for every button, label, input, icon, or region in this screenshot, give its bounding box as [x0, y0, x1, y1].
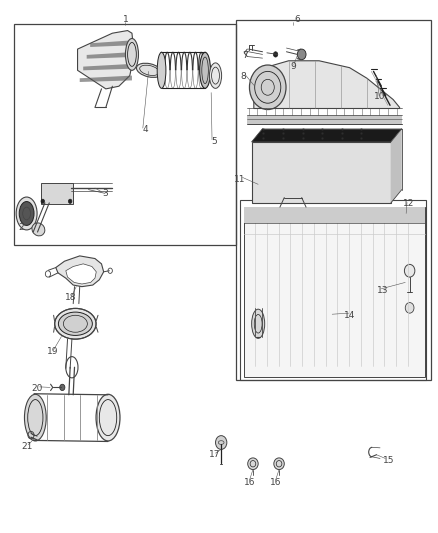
- Circle shape: [273, 52, 278, 57]
- Ellipse shape: [55, 309, 96, 339]
- Polygon shape: [252, 128, 402, 142]
- Circle shape: [297, 49, 306, 60]
- Ellipse shape: [19, 201, 34, 225]
- Text: 5: 5: [212, 138, 218, 147]
- Bar: [252, 142, 391, 203]
- Text: 16: 16: [244, 478, 255, 487]
- Polygon shape: [254, 61, 399, 109]
- Circle shape: [60, 384, 65, 391]
- Polygon shape: [78, 30, 134, 89]
- Ellipse shape: [137, 63, 162, 77]
- Polygon shape: [247, 115, 402, 124]
- Polygon shape: [83, 64, 131, 70]
- Text: 8: 8: [240, 72, 246, 81]
- Polygon shape: [80, 76, 132, 82]
- Text: 10: 10: [374, 92, 386, 101]
- Text: 3: 3: [102, 189, 108, 198]
- Text: 17: 17: [209, 450, 220, 459]
- Ellipse shape: [125, 38, 138, 70]
- Text: 16: 16: [270, 478, 281, 487]
- Ellipse shape: [157, 52, 166, 88]
- Text: 13: 13: [376, 286, 388, 295]
- Text: 7: 7: [242, 51, 248, 60]
- Ellipse shape: [209, 63, 222, 88]
- Text: 12: 12: [403, 199, 414, 208]
- Ellipse shape: [16, 197, 37, 230]
- Ellipse shape: [25, 394, 46, 441]
- Text: 18: 18: [65, 293, 77, 302]
- Bar: [41, 183, 73, 204]
- Bar: [240, 200, 426, 381]
- Text: 19: 19: [47, 347, 59, 356]
- Bar: [14, 23, 236, 245]
- Ellipse shape: [96, 394, 120, 441]
- Polygon shape: [66, 264, 96, 284]
- Polygon shape: [90, 41, 128, 47]
- Text: 4: 4: [142, 125, 148, 134]
- Text: 14: 14: [344, 311, 355, 320]
- Ellipse shape: [274, 458, 284, 470]
- Circle shape: [68, 199, 72, 204]
- Text: 9: 9: [290, 62, 296, 70]
- Ellipse shape: [32, 223, 45, 236]
- Circle shape: [41, 199, 45, 204]
- Ellipse shape: [252, 309, 265, 338]
- Circle shape: [250, 65, 286, 110]
- Text: 21: 21: [21, 442, 32, 451]
- Ellipse shape: [200, 52, 211, 88]
- Circle shape: [404, 264, 415, 277]
- Text: 2: 2: [18, 223, 24, 232]
- Polygon shape: [56, 256, 104, 287]
- Text: 15: 15: [383, 456, 395, 465]
- Circle shape: [405, 303, 414, 313]
- Ellipse shape: [248, 458, 258, 470]
- Polygon shape: [391, 128, 402, 203]
- Polygon shape: [87, 52, 129, 59]
- Text: 20: 20: [32, 384, 43, 393]
- Ellipse shape: [58, 312, 92, 335]
- Bar: [236, 20, 431, 381]
- Text: 6: 6: [294, 15, 300, 24]
- Circle shape: [215, 435, 227, 449]
- Text: 1: 1: [123, 15, 128, 24]
- Polygon shape: [244, 207, 425, 223]
- Text: 11: 11: [234, 174, 246, 183]
- Bar: [244, 207, 425, 377]
